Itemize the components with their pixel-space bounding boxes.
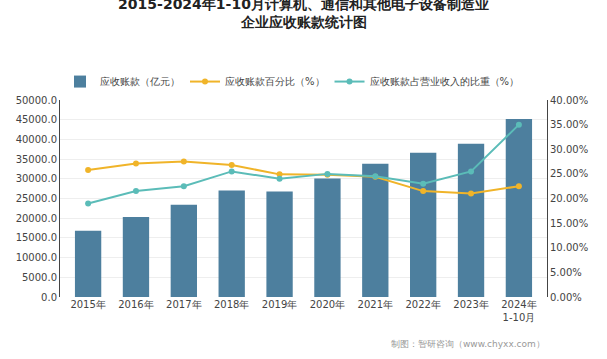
svg-text:50000.0: 50000.0: [16, 95, 57, 106]
svg-text:35.00%: 35.00%: [550, 119, 588, 130]
svg-text:2024年1-10月: 2024年1-10月: [501, 299, 536, 323]
svg-text:2020年: 2020年: [310, 299, 345, 310]
svg-text:10000.0: 10000.0: [16, 252, 57, 263]
svg-text:15.00%: 15.00%: [550, 218, 588, 229]
svg-text:5.00%: 5.00%: [550, 267, 582, 278]
svg-text:2015年: 2015年: [70, 299, 105, 310]
svg-text:应收账款占营业收入的比重（%）: 应收账款占营业收入的比重（%）: [370, 76, 520, 87]
svg-text:40.00%: 40.00%: [550, 95, 588, 106]
svg-text:30000.0: 30000.0: [16, 173, 57, 184]
svg-text:制图：智研咨询（www.chyxx.com）: 制图：智研咨询（www.chyxx.com）: [391, 339, 545, 349]
svg-text:30.00%: 30.00%: [550, 144, 588, 155]
svg-text:35000.0: 35000.0: [16, 154, 57, 165]
svg-text:2018年: 2018年: [214, 299, 249, 310]
svg-text:0.0: 0.0: [41, 292, 57, 303]
svg-text:40000.0: 40000.0: [16, 134, 57, 145]
svg-text:2023年: 2023年: [453, 299, 488, 310]
svg-text:2017年: 2017年: [166, 299, 201, 310]
svg-text:45000.0: 45000.0: [16, 114, 57, 125]
svg-text:5000.0: 5000.0: [22, 272, 57, 283]
svg-text:20.00%: 20.00%: [550, 193, 588, 204]
svg-text:10.00%: 10.00%: [550, 242, 588, 253]
svg-text:2016年: 2016年: [118, 299, 153, 310]
svg-text:应收账款（亿元）: 应收账款（亿元）: [100, 76, 180, 87]
svg-text:2021年: 2021年: [358, 299, 393, 310]
svg-text:应收账款百分比（%）: 应收账款百分比（%）: [225, 76, 325, 87]
svg-text:2019年: 2019年: [262, 299, 297, 310]
svg-text:20000.0: 20000.0: [16, 213, 57, 224]
svg-text:2015-2024年1-10月计算机、通信和其他电子设备制造: 2015-2024年1-10月计算机、通信和其他电子设备制造业企业应收账款统计图: [118, 0, 489, 30]
svg-text:25000.0: 25000.0: [16, 193, 57, 204]
svg-text:25.00%: 25.00%: [550, 168, 588, 179]
svg-text:15000.0: 15000.0: [16, 232, 57, 243]
svg-text:2022年: 2022年: [405, 299, 440, 310]
svg-text:0.00%: 0.00%: [550, 292, 582, 303]
